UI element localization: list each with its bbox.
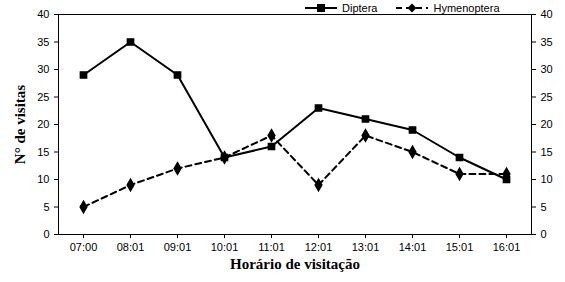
svg-text:Horário de visitação: Horário de visitação	[230, 256, 360, 272]
svg-text:5: 5	[541, 201, 547, 213]
svg-text:15:01: 15:01	[446, 241, 474, 253]
svg-text:40: 40	[37, 8, 49, 20]
html-text:Diptera: Diptera	[342, 2, 378, 14]
svg-text:08:01: 08:01	[117, 241, 145, 253]
svg-text:5: 5	[43, 201, 49, 213]
svg-text:12:01: 12:01	[305, 241, 333, 253]
svg-text:10: 10	[541, 173, 553, 185]
svg-text:25: 25	[541, 91, 553, 103]
svg-text:0: 0	[541, 228, 547, 240]
svg-text:13:01: 13:01	[352, 241, 380, 253]
svg-text:15: 15	[37, 146, 49, 158]
svg-text:09:01: 09:01	[164, 241, 192, 253]
svg-text:10:01: 10:01	[211, 241, 239, 253]
svg-text:16:01: 16:01	[493, 241, 521, 253]
svg-text:35: 35	[541, 36, 553, 48]
svg-text:20: 20	[541, 118, 553, 130]
svg-text:30: 30	[37, 63, 49, 75]
svg-text:11:01: 11:01	[258, 241, 285, 253]
svg-text:30: 30	[541, 63, 553, 75]
svg-text:10: 10	[37, 173, 49, 185]
svg-text:20: 20	[37, 118, 49, 130]
svg-text:25: 25	[37, 91, 49, 103]
svg-text:15: 15	[541, 146, 553, 158]
svg-text:0: 0	[43, 228, 49, 240]
svg-text:14:01: 14:01	[399, 241, 427, 253]
html-text:Hymenoptera: Hymenoptera	[433, 2, 500, 14]
svg-text:40: 40	[541, 8, 553, 20]
svg-text:07:00: 07:00	[70, 241, 98, 253]
svg-text:N° de visitas: N° de visitas	[12, 85, 28, 164]
svg-text:35: 35	[37, 36, 49, 48]
